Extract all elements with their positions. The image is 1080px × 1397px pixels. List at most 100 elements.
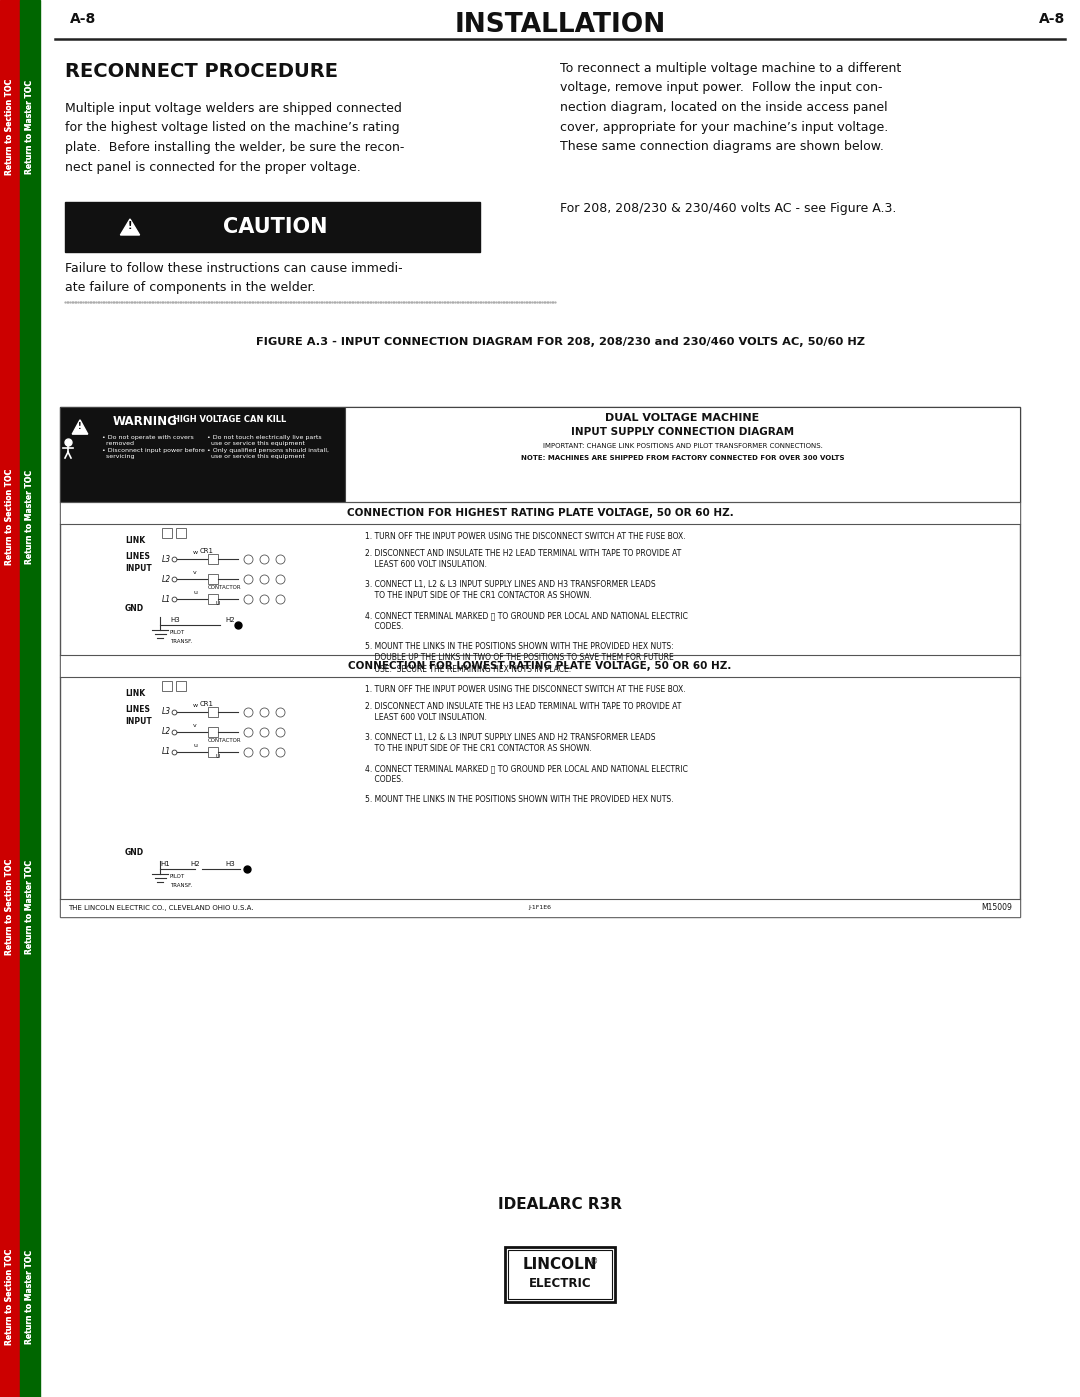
Text: LINES: LINES	[125, 552, 150, 562]
Bar	[60, 655, 1020, 678]
Bar	[208, 555, 218, 564]
Text: w: w	[193, 550, 198, 555]
Text: FIGURE A.3 - INPUT CONNECTION DIAGRAM FOR 208, 208/230 and 230/460 VOLTS AC, 50/: FIGURE A.3 - INPUT CONNECTION DIAGRAM FO…	[256, 337, 864, 346]
Bar	[60, 407, 1020, 916]
Text: u: u	[193, 590, 197, 595]
Bar	[176, 528, 186, 538]
Text: A-8: A-8	[1039, 13, 1065, 27]
Text: IDEALARC R3R: IDEALARC R3R	[498, 1197, 622, 1213]
Bar	[176, 680, 186, 692]
Bar	[65, 203, 480, 251]
Bar	[208, 574, 218, 584]
Text: H3: H3	[225, 861, 234, 868]
Text: v: v	[193, 724, 197, 728]
Text: Return to Master TOC: Return to Master TOC	[26, 861, 35, 954]
Text: TRANSF.: TRANSF.	[170, 638, 192, 644]
Text: IMPORTANT: CHANGE LINK POSITIONS AND PILOT TRANSFORMER CONNECTIONS.: IMPORTANT: CHANGE LINK POSITIONS AND PIL…	[542, 443, 823, 448]
Text: RECONNECT PROCEDURE: RECONNECT PROCEDURE	[65, 61, 338, 81]
Text: PILOT: PILOT	[170, 875, 185, 879]
Text: INPUT SUPPLY CONNECTION DIAGRAM: INPUT SUPPLY CONNECTION DIAGRAM	[571, 427, 794, 437]
Bar	[162, 528, 172, 538]
Text: ®: ®	[590, 1257, 598, 1266]
Bar	[208, 747, 218, 757]
Text: CONTACTOR: CONTACTOR	[208, 738, 242, 743]
Bar	[60, 900, 1020, 916]
Text: Return to Section TOC: Return to Section TOC	[5, 469, 14, 566]
Bar	[505, 1248, 615, 1302]
Text: GND: GND	[125, 604, 144, 613]
Text: CONTACTOR: CONTACTOR	[208, 585, 242, 590]
Text: 1. TURN OFF THE INPUT POWER USING THE DISCONNECT SWITCH AT THE FUSE BOX.: 1. TURN OFF THE INPUT POWER USING THE DI…	[365, 685, 686, 694]
Text: 5. MOUNT THE LINKS IN THE POSITIONS SHOWN WITH THE PROVIDED HEX NUTS:
    DOUBLE: 5. MOUNT THE LINKS IN THE POSITIONS SHOW…	[365, 643, 674, 673]
Text: LINCOLN: LINCOLN	[523, 1257, 597, 1273]
Text: INPUT: INPUT	[125, 564, 152, 573]
Polygon shape	[72, 420, 87, 434]
Text: A-8: A-8	[70, 13, 96, 27]
Text: ELECTRIC: ELECTRIC	[529, 1277, 592, 1289]
Text: CR1: CR1	[200, 548, 214, 555]
Text: HIGH VOLTAGE CAN KILL: HIGH VOLTAGE CAN KILL	[174, 415, 286, 425]
Bar	[345, 407, 1020, 502]
Text: To reconnect a multiple voltage machine to a different
voltage, remove input pow: To reconnect a multiple voltage machine …	[561, 61, 901, 154]
Text: Return to Master TOC: Return to Master TOC	[26, 80, 35, 175]
Text: 1. TURN OFF THE INPUT POWER USING THE DISCONNECT SWITCH AT THE FUSE BOX.: 1. TURN OFF THE INPUT POWER USING THE DI…	[365, 532, 686, 541]
Text: Return to Section TOC: Return to Section TOC	[5, 1249, 14, 1345]
Text: v: v	[193, 570, 197, 576]
Text: Return to Master TOC: Return to Master TOC	[26, 1250, 35, 1344]
Text: H2: H2	[226, 617, 234, 623]
Text: For 208, 208/230 & 230/460 volts AC - see Figure A.3.: For 208, 208/230 & 230/460 volts AC - se…	[561, 203, 896, 215]
Text: H1: H1	[160, 861, 170, 868]
Text: CR1: CR1	[200, 701, 214, 707]
Bar	[208, 594, 218, 604]
Text: L2: L2	[162, 574, 171, 584]
Text: 3. CONNECT L1, L2 & L3 INPUT SUPPLY LINES AND H3 TRANSFORMER LEADS
    TO THE IN: 3. CONNECT L1, L2 & L3 INPUT SUPPLY LINE…	[365, 580, 656, 601]
Text: • Do not operate with covers
  removed
• Disconnect input power before
  servici: • Do not operate with covers removed • D…	[102, 434, 205, 460]
Polygon shape	[120, 219, 139, 235]
Bar	[0, 0, 21, 1397]
Text: U: U	[215, 601, 219, 606]
Text: LINES: LINES	[125, 705, 150, 714]
Text: 3. CONNECT L1, L2 & L3 INPUT SUPPLY LINES AND H2 TRANSFORMER LEADS
    TO THE IN: 3. CONNECT L1, L2 & L3 INPUT SUPPLY LINE…	[365, 733, 656, 753]
Text: Return to Section TOC: Return to Section TOC	[5, 859, 14, 956]
Text: • Do not touch electrically live parts
  use or service this equipment
• Only qu: • Do not touch electrically live parts u…	[207, 434, 329, 460]
Text: THE LINCOLN ELECTRIC CO., CLEVELAND OHIO U.S.A.: THE LINCOLN ELECTRIC CO., CLEVELAND OHIO…	[68, 905, 254, 911]
Bar	[208, 726, 218, 738]
Text: ate failure of components in the welder.: ate failure of components in the welder.	[65, 281, 315, 293]
Text: !: !	[78, 422, 82, 432]
Text: 2. DISCONNECT AND INSULATE THE H2 LEAD TERMINAL WITH TAPE TO PROVIDE AT
    LEAS: 2. DISCONNECT AND INSULATE THE H2 LEAD T…	[365, 549, 681, 570]
Text: L3: L3	[162, 707, 171, 717]
Text: L3: L3	[162, 555, 171, 563]
Text: 5. MOUNT THE LINKS IN THE POSITIONS SHOWN WITH THE PROVIDED HEX NUTS.: 5. MOUNT THE LINKS IN THE POSITIONS SHOW…	[365, 795, 674, 805]
Text: Return to Section TOC: Return to Section TOC	[5, 859, 14, 956]
Text: Return to Master TOC: Return to Master TOC	[26, 861, 35, 954]
Text: Return to Master TOC: Return to Master TOC	[26, 1250, 35, 1344]
Text: H2: H2	[190, 861, 200, 868]
Text: Multiple input voltage welders are shipped connected
for the highest voltage lis: Multiple input voltage welders are shipp…	[65, 102, 404, 173]
Text: NOTE: MACHINES ARE SHIPPED FROM FACTORY CONNECTED FOR OVER 300 VOLTS: NOTE: MACHINES ARE SHIPPED FROM FACTORY …	[521, 455, 845, 461]
Text: INPUT: INPUT	[125, 717, 152, 726]
Text: LINK: LINK	[125, 689, 145, 698]
Text: L1: L1	[162, 747, 171, 757]
Text: Failure to follow these instructions can cause immedi-: Failure to follow these instructions can…	[65, 263, 403, 275]
Text: Return to Master TOC: Return to Master TOC	[26, 469, 35, 564]
Text: U: U	[215, 754, 219, 759]
Text: INSTALLATION: INSTALLATION	[455, 13, 665, 38]
Text: Return to Section TOC: Return to Section TOC	[5, 78, 14, 175]
Text: !: !	[127, 221, 132, 231]
Text: J-1F1E6: J-1F1E6	[528, 905, 552, 911]
Text: WARNING: WARNING	[112, 415, 177, 427]
Text: L2: L2	[162, 728, 171, 736]
Text: LINK: LINK	[125, 536, 145, 545]
Text: Return to Section TOC: Return to Section TOC	[5, 1249, 14, 1345]
Text: 2. DISCONNECT AND INSULATE THE H3 LEAD TERMINAL WITH TAPE TO PROVIDE AT
    LEAS: 2. DISCONNECT AND INSULATE THE H3 LEAD T…	[365, 703, 681, 722]
Text: Return to Master TOC: Return to Master TOC	[26, 469, 35, 564]
Text: Return to Master TOC: Return to Master TOC	[26, 80, 35, 175]
Text: GND: GND	[125, 848, 144, 856]
Bar	[60, 502, 1020, 524]
Text: CONNECTION FOR LOWEST RATING PLATE VOLTAGE, 50 OR 60 HZ.: CONNECTION FOR LOWEST RATING PLATE VOLTA…	[349, 661, 731, 671]
Text: 4. CONNECT TERMINAL MARKED ⏚ TO GROUND PER LOCAL AND NATIONAL ELECTRIC
    CODES: 4. CONNECT TERMINAL MARKED ⏚ TO GROUND P…	[365, 610, 688, 631]
Text: DUAL VOLTAGE MACHINE: DUAL VOLTAGE MACHINE	[606, 414, 759, 423]
Bar	[60, 407, 345, 502]
Text: CAUTION: CAUTION	[222, 217, 327, 237]
Bar	[208, 707, 218, 717]
